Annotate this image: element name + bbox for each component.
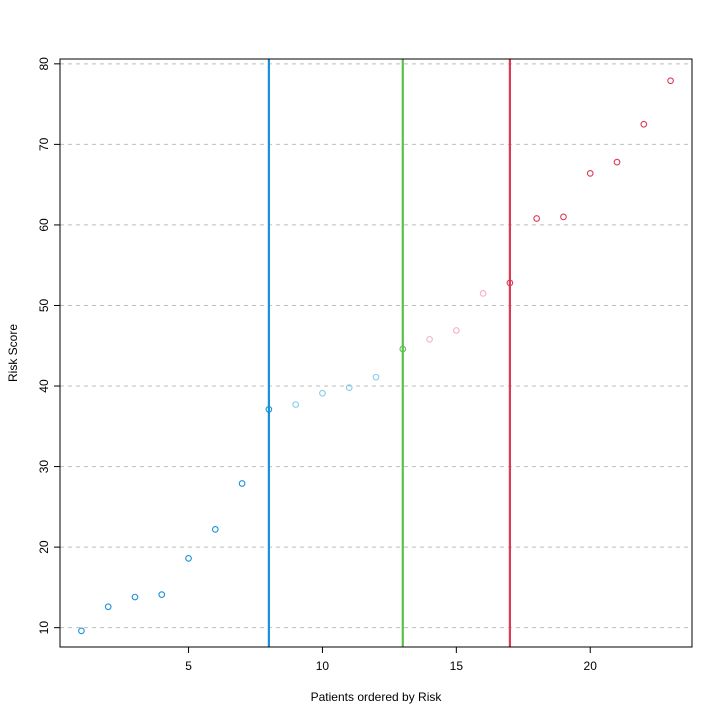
data-point-18 (533, 215, 541, 222)
data-point-8 (265, 406, 273, 413)
data-point-5 (185, 555, 192, 562)
data-point-11 (345, 384, 353, 391)
x-tick-label-10: 10 (316, 659, 330, 673)
data-point-12 (372, 373, 380, 381)
data-point-4 (158, 591, 166, 598)
data-point-19 (560, 213, 567, 221)
data-point-16 (479, 290, 487, 297)
data-point-1 (78, 627, 85, 635)
x-tick-label-20: 20 (584, 659, 598, 673)
data-point-14 (426, 335, 433, 343)
data-point-10 (319, 389, 326, 397)
y-tick-label-50: 50 (37, 298, 51, 312)
y-tick-label-80: 80 (37, 57, 51, 71)
data-point-22 (640, 120, 648, 128)
y-tick-label-20: 20 (37, 540, 51, 554)
plot-frame (59, 58, 693, 648)
data-point-13 (399, 345, 407, 353)
y-tick-label-40: 40 (37, 379, 51, 393)
y-tick-label-60: 60 (37, 218, 51, 232)
data-points (78, 77, 674, 635)
y-tick-label-70: 70 (37, 137, 51, 151)
y-tick-label-30: 30 (37, 460, 51, 474)
gridlines (60, 63, 692, 629)
data-point-20 (586, 170, 594, 177)
x-tick-label-5: 5 (185, 659, 192, 673)
data-point-23 (667, 77, 674, 85)
y-axis-label: Risk Score (6, 324, 20, 382)
data-point-7 (238, 480, 246, 487)
x-axis-label: Patients ordered by Risk (311, 690, 443, 704)
data-point-3 (131, 593, 139, 601)
data-point-15 (452, 327, 460, 334)
y-tick-label-10: 10 (37, 621, 51, 635)
cutoff-lines (267, 59, 511, 647)
data-point-6 (211, 526, 219, 533)
data-point-9 (292, 401, 300, 408)
data-point-2 (104, 603, 112, 611)
axes: 5 10 15 20 10 20 30 40 50 60 70 80 (37, 57, 597, 673)
x-tick-label-15: 15 (450, 659, 464, 673)
data-point-17 (506, 279, 514, 287)
data-point-21 (613, 158, 621, 166)
